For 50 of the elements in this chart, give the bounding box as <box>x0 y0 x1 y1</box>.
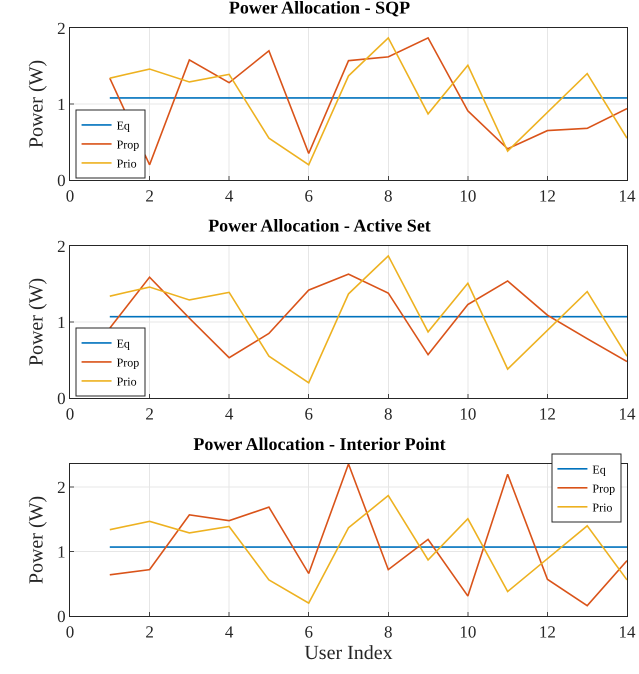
x-tick-label: 6 <box>304 622 313 642</box>
y-axis-title: Power (W) <box>26 496 48 584</box>
y-tick-label: 0 <box>57 606 66 626</box>
legend-label: Prop <box>592 482 616 496</box>
legend-label: Prop <box>116 356 140 370</box>
chart-title: Power Allocation - Interior Point <box>193 434 446 454</box>
x-tick-label: 14 <box>618 622 636 642</box>
legend-label: Eq <box>592 462 606 477</box>
legend-label: Eq <box>116 118 130 133</box>
y-tick-label: 2 <box>57 236 66 256</box>
legend-label: Prio <box>592 500 612 515</box>
x-tick-label: 4 <box>224 186 234 206</box>
y-tick-label: 0 <box>57 388 66 408</box>
x-tick-label: 10 <box>459 404 476 424</box>
y-axis-title: Power (W) <box>26 60 48 148</box>
x-tick-label: 10 <box>459 622 476 642</box>
legend-label: Prio <box>116 156 137 171</box>
chart-title: Power Allocation - SQP <box>228 0 410 18</box>
x-tick-label: 2 <box>145 622 154 642</box>
legend-label: Eq <box>116 336 130 351</box>
x-tick-label: 12 <box>538 404 556 424</box>
y-tick-label: 1 <box>57 312 66 332</box>
line-series <box>108 37 627 166</box>
x-tick-label: 8 <box>384 404 393 424</box>
x-tick-label: 2 <box>145 404 154 424</box>
x-tick-label: 6 <box>304 186 313 206</box>
x-tick-label: 8 <box>384 186 393 206</box>
line-series <box>108 464 627 606</box>
x-tick-label: 12 <box>538 622 556 642</box>
x-tick-label: 8 <box>384 622 393 642</box>
chart-title: Power Allocation - Active Set <box>208 216 431 236</box>
line-series <box>108 255 627 384</box>
line-series <box>108 494 627 604</box>
x-tick-label: 6 <box>304 404 313 424</box>
x-tick-label: 14 <box>618 404 636 424</box>
y-tick-label: 2 <box>57 478 66 498</box>
y-tick-label: 1 <box>57 542 66 562</box>
x-tick-label: 4 <box>224 622 234 642</box>
x-tick-label: 10 <box>459 186 476 206</box>
x-tick-label: 4 <box>224 404 234 424</box>
x-tick-label: 2 <box>145 186 154 206</box>
y-tick-label: 0 <box>57 170 66 190</box>
y-axis-title: Power (W) <box>26 278 48 366</box>
legend-label: Prop <box>116 138 140 152</box>
y-tick-label: 1 <box>57 94 66 114</box>
legend-label: Prio <box>116 374 137 389</box>
y-tick-label: 2 <box>57 18 66 38</box>
x-tick-label: 12 <box>538 186 556 206</box>
x-tick-label: 14 <box>618 186 636 206</box>
x-axis-title: User Index <box>304 642 393 664</box>
